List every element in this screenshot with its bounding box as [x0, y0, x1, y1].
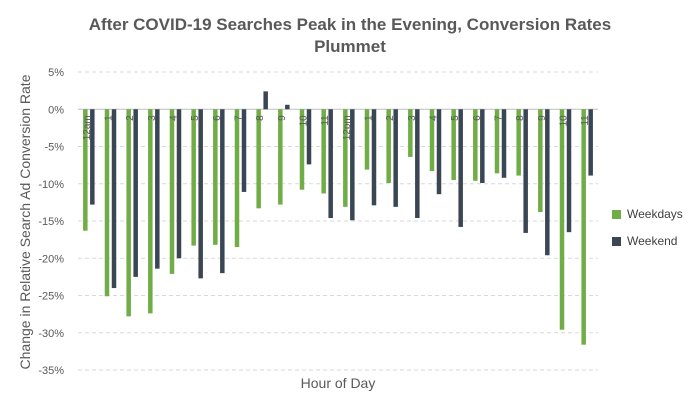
- legend-label: Weekdays: [627, 207, 683, 221]
- x-tick-label: 3: [147, 115, 158, 121]
- weekend-bar: [263, 91, 268, 110]
- weekend-bar: [350, 109, 355, 221]
- weekend-bar: [155, 109, 160, 269]
- weekdays-bar: [473, 109, 478, 181]
- x-tick-label: 8: [255, 115, 266, 121]
- weekend-bar: [306, 109, 312, 165]
- y-tick-label: -20%: [38, 253, 64, 265]
- x-axis-ticks: 12am 1 2 3 4 5 6 7 8 9 10 11 12pm 1 2 3 4 5 6 7 8 9 10 11: [82, 115, 591, 140]
- y-tick-label: 0%: [48, 104, 64, 116]
- weekdays-bar: [278, 109, 283, 205]
- weekdays-bar: [429, 109, 435, 172]
- x-tick-label: 11: [580, 115, 591, 126]
- weekdays-bar: [516, 109, 521, 176]
- legend: Weekdays Weekend: [612, 207, 683, 248]
- x-tick-label: 10: [559, 115, 570, 127]
- weekend-bar: [523, 109, 528, 233]
- weekend-bar: [198, 109, 203, 279]
- weekdays-bar: [559, 109, 565, 330]
- x-tick-label: 1: [364, 115, 375, 121]
- x-tick-label: 9: [537, 115, 548, 121]
- weekend-bar: [90, 109, 95, 205]
- y-tick-label: -30%: [38, 328, 64, 340]
- y-tick-label: -25%: [38, 291, 64, 303]
- weekend-bar: [241, 109, 247, 192]
- weekend-bar: [220, 109, 225, 274]
- y-tick-label: -15%: [38, 216, 64, 228]
- legend-swatch: [612, 237, 621, 246]
- weekend-bar: [111, 109, 117, 289]
- weekend-bar: [176, 109, 182, 259]
- weekend-bar: [458, 109, 463, 227]
- weekend-bar: [588, 109, 593, 176]
- weekend-bar: [545, 109, 550, 256]
- y-axis-label: Change in Relative Search Ad Conversion …: [17, 74, 33, 369]
- weekdays-bar: [451, 109, 456, 181]
- x-tick-label: 7: [494, 115, 505, 121]
- x-axis-label: Hour of Day: [301, 375, 376, 391]
- weekend-bar: [371, 109, 377, 206]
- weekdays-bar: [408, 109, 413, 157]
- x-tick-label: 8: [515, 115, 526, 121]
- bars: [83, 91, 593, 345]
- weekdays-bar: [538, 109, 543, 213]
- weekend-bar: [436, 109, 442, 195]
- weekdays-bar: [126, 109, 131, 317]
- chart-title-line-2: Plummet: [314, 37, 386, 56]
- x-tick-label: 12am: [82, 115, 93, 140]
- weekdays-bar: [494, 109, 500, 174]
- weekend-bar: [133, 109, 138, 277]
- x-tick-label: 9: [277, 115, 288, 121]
- x-tick-label: 1: [104, 115, 115, 121]
- weekdays-bar: [386, 109, 391, 183]
- y-tick-label: 5%: [48, 67, 64, 79]
- weekdays-bar: [364, 109, 370, 170]
- x-tick-label: 3: [407, 115, 418, 121]
- weekend-bar: [415, 109, 420, 219]
- weekend-bar: [480, 109, 485, 183]
- weekend-bar: [566, 109, 572, 233]
- weekdays-bar: [169, 109, 175, 274]
- weekend-bar: [501, 109, 507, 178]
- x-tick-label: 7: [234, 115, 245, 121]
- x-tick-label: 4: [429, 115, 440, 121]
- y-tick-label: -5%: [44, 142, 64, 154]
- x-tick-label: 2: [385, 115, 396, 121]
- y-axis-ticks: 5% 0% -5% -10% -15% -20% -25% -30% -35%: [38, 67, 64, 377]
- x-tick-label: 5: [190, 115, 201, 121]
- legend-label: Weekend: [627, 234, 677, 248]
- chart-title-line-1: After COVID-19 Searches Peak in the Even…: [89, 15, 611, 34]
- weekdays-bar: [234, 109, 240, 248]
- weekdays-bar: [299, 109, 305, 190]
- weekdays-bar: [191, 109, 196, 246]
- weekdays-bar: [581, 109, 586, 345]
- x-tick-label: 6: [212, 115, 223, 121]
- weekdays-bar: [321, 109, 326, 194]
- gridlines: [78, 71, 598, 371]
- x-tick-label: 11: [320, 115, 331, 126]
- weekend-bar: [328, 109, 333, 219]
- weekdays-bar: [343, 109, 348, 207]
- y-tick-label: -35%: [38, 365, 64, 377]
- weekdays-bar: [83, 109, 88, 231]
- x-tick-label: 10: [299, 115, 310, 127]
- weekdays-bar: [256, 109, 261, 209]
- y-tick-label: -10%: [38, 179, 64, 191]
- x-tick-label: 2: [125, 115, 136, 121]
- x-tick-label: 4: [169, 115, 180, 121]
- weekdays-bar: [104, 109, 110, 297]
- x-tick-label: 12pm: [342, 115, 353, 140]
- weekend-bar: [393, 109, 398, 207]
- weekend-bar: [285, 104, 290, 110]
- x-tick-label: 6: [472, 115, 483, 121]
- weekdays-bar: [148, 109, 153, 314]
- x-tick-label: 5: [450, 115, 461, 121]
- weekdays-bar: [213, 109, 218, 245]
- legend-swatch: [612, 210, 621, 219]
